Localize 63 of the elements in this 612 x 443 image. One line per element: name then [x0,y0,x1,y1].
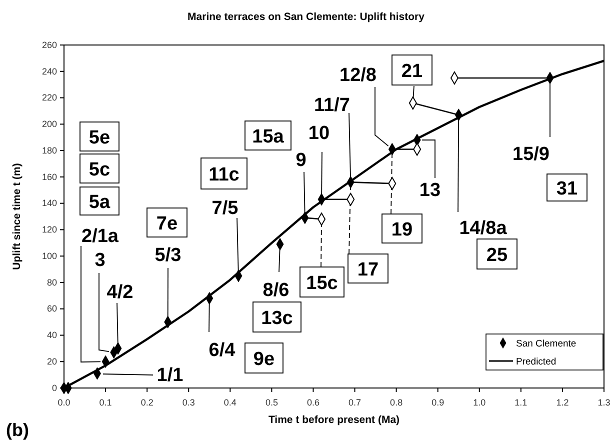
annotation: 4/2 [106,282,134,303]
annotation: 9 [296,150,306,171]
y-tick-label: 160 [42,172,57,182]
annotation: 15c [306,273,338,294]
x-tick-label: 0.0 [58,397,70,408]
annotation: 13 [419,180,441,201]
y-tick-label: 180 [42,145,57,156]
y-tick-label: 40 [46,330,57,340]
annotation: 10 [308,123,330,144]
x-tick-label: 0.8 [390,397,403,408]
y-tick-label: 80 [46,277,57,288]
x-tick-label: 0.4 [224,397,236,408]
annotation: 15a [252,126,284,148]
annotation: 11c [208,164,240,186]
x-tick-label: 0.3 [182,397,195,408]
x-tick-label: 0.6 [306,397,320,408]
x-tick-label: 0.2 [140,397,154,408]
annotation: 5a [88,192,110,213]
annotation: 7e [156,214,178,234]
annotation: 7/5 [212,198,239,219]
x-tick-label: 0.7 [348,397,362,408]
annotation: 3 [94,250,106,271]
y-tick-label: 20 [46,356,57,366]
y-axis-title: Uplift since time t (m) [11,163,23,270]
y-tick-label: 0 [52,382,57,393]
x-tick-label: 1.0 [473,397,486,408]
y-tick-label: 60 [46,304,57,314]
x-tick-label: 1.3 [598,397,610,408]
legend-label: San Clemente [516,338,576,350]
y-tick-label: 120 [42,224,57,235]
y-tick-label: 140 [42,198,57,208]
x-tick-label: 0.9 [432,397,444,408]
y-tick-label: 240 [42,66,57,76]
y-tick-label: 220 [42,92,57,103]
y-tick-label: 200 [42,119,57,130]
annotation: 15/9 [512,144,550,165]
x-tick-label: 0.1 [99,397,112,408]
annotation: 6/4 [208,340,236,361]
text: (b) [6,420,29,440]
annotation: 11/7 [314,95,350,116]
annotation: 17 [357,260,379,280]
x-tick-label: 1.2 [556,397,569,408]
x-tick-label: 1.1 [514,397,528,408]
chart-title: Marine terraces on San Clemente: Uplift history [188,11,425,23]
annotation: 2/1a [82,226,119,247]
annotation: 13c [261,308,294,329]
annotation: 1/1 [156,365,184,386]
annotation: 14/8a [459,218,508,239]
annotation: 12/8 [340,65,376,86]
x-axis-title: Time t before present (Ma) [268,414,400,426]
annotation: 9e [253,349,275,370]
annotation: 5e [88,128,110,148]
annotation: 25 [486,245,508,266]
y-tick-label: 260 [42,40,57,50]
annotation: 19 [391,220,413,240]
annotation: 5/3 [154,245,182,266]
annotation: 5c [88,160,110,180]
annotation: 31 [556,178,578,200]
legend-label: Predicted [516,356,556,368]
y-tick-label: 100 [42,250,57,261]
x-tick-label: 0.5 [265,397,278,408]
annotation: 8/6 [262,280,290,301]
annotation: 21 [401,61,423,82]
